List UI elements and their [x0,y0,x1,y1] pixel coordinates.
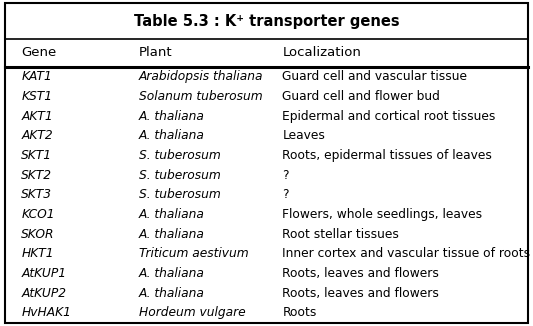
Text: Roots, leaves and flowers: Roots, leaves and flowers [282,287,439,300]
Text: Inner cortex and vascular tissue of roots: Inner cortex and vascular tissue of root… [282,247,531,260]
Text: Roots, epidermal tissues of leaves: Roots, epidermal tissues of leaves [282,149,492,162]
Text: S. tuberosum: S. tuberosum [139,149,220,162]
Text: AKT2: AKT2 [21,129,53,142]
Text: A. thaliana: A. thaliana [139,110,205,123]
Text: Gene: Gene [21,47,56,59]
Text: Leaves: Leaves [282,129,325,142]
Text: AtKUP1: AtKUP1 [21,267,66,280]
Text: S. tuberosum: S. tuberosum [139,188,220,201]
Text: AtKUP2: AtKUP2 [21,287,66,300]
Text: KCO1: KCO1 [21,208,55,221]
Text: Root stellar tissues: Root stellar tissues [282,228,399,241]
Text: Roots: Roots [282,306,317,319]
Text: Guard cell and flower bud: Guard cell and flower bud [282,90,440,103]
Text: Plant: Plant [139,47,172,59]
Text: ?: ? [282,169,289,182]
Text: A. thaliana: A. thaliana [139,208,205,221]
Text: S. tuberosum: S. tuberosum [139,169,220,182]
Text: SKT3: SKT3 [21,188,52,201]
Text: Guard cell and vascular tissue: Guard cell and vascular tissue [282,70,467,83]
Text: Table 5.3 : K⁺ transporter genes: Table 5.3 : K⁺ transporter genes [134,14,399,29]
Text: A. thaliana: A. thaliana [139,129,205,142]
Text: HvHAK1: HvHAK1 [21,306,71,319]
Text: Hordeum vulgare: Hordeum vulgare [139,306,245,319]
Text: A. thaliana: A. thaliana [139,267,205,280]
Text: Roots, leaves and flowers: Roots, leaves and flowers [282,267,439,280]
Text: A. thaliana: A. thaliana [139,287,205,300]
Text: Localization: Localization [282,47,361,59]
Text: AKT1: AKT1 [21,110,53,123]
Text: Flowers, whole seedlings, leaves: Flowers, whole seedlings, leaves [282,208,482,221]
Text: SKOR: SKOR [21,228,55,241]
Text: KST1: KST1 [21,90,52,103]
Text: KAT1: KAT1 [21,70,52,83]
Text: SKT2: SKT2 [21,169,52,182]
Text: Solanum tuberosum: Solanum tuberosum [139,90,262,103]
Text: Arabidopsis thaliana: Arabidopsis thaliana [139,70,263,83]
Text: Epidermal and cortical root tissues: Epidermal and cortical root tissues [282,110,496,123]
Text: ?: ? [282,188,289,201]
Text: A. thaliana: A. thaliana [139,228,205,241]
Text: SKT1: SKT1 [21,149,52,162]
Text: HKT1: HKT1 [21,247,54,260]
Text: Triticum aestivum: Triticum aestivum [139,247,248,260]
